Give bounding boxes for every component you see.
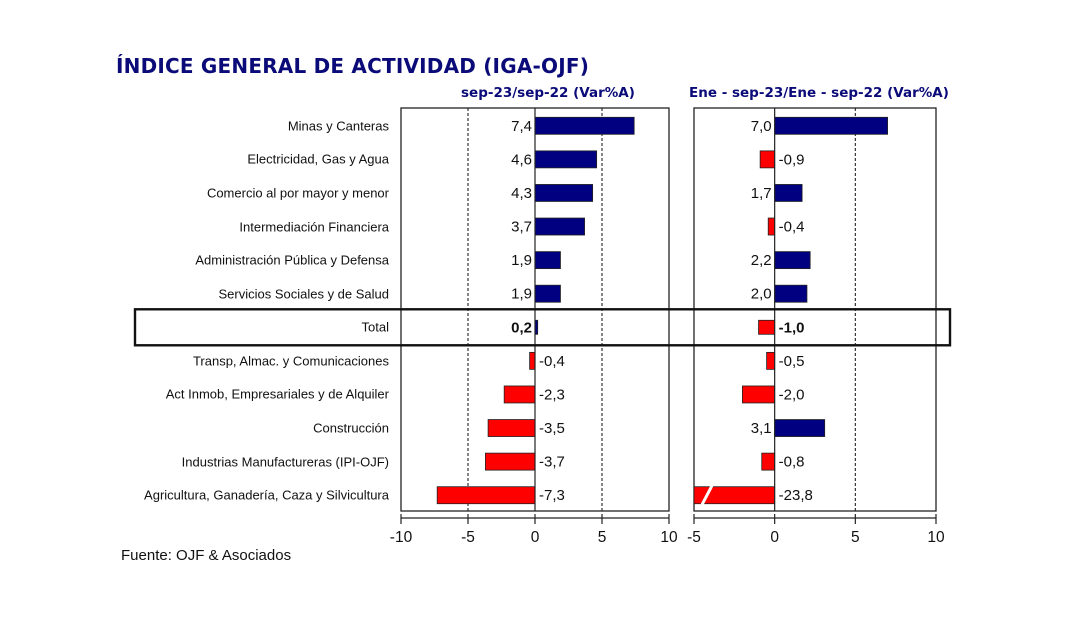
x-tick-label: 0	[531, 529, 540, 546]
chart-title: ÍNDICE GENERAL DE ACTIVIDAD (IGA-OJF)	[116, 54, 590, 78]
x-tick-label: 0	[770, 529, 779, 546]
data-label: 1,9	[511, 286, 532, 303]
bar	[534, 251, 561, 270]
data-label: -0,9	[779, 151, 805, 168]
data-label: -0,4	[779, 219, 805, 236]
bar	[758, 319, 776, 335]
data-label: 4,3	[511, 185, 532, 202]
data-label: -2,3	[539, 386, 565, 403]
data-label: -23,8	[779, 487, 813, 504]
x-tick-label: -5	[687, 529, 701, 546]
category-label: Agricultura, Ganadería, Caza y Silvicult…	[144, 487, 389, 503]
right-chart-subtitle: Ene - sep-23/Ene - sep-22 (Var%A)	[689, 85, 949, 101]
bar	[534, 284, 561, 303]
bar	[534, 150, 598, 169]
data-label: -3,7	[539, 454, 565, 471]
x-tick-label: 5	[851, 529, 860, 546]
data-label: -1,0	[779, 319, 805, 336]
category-label: Total	[361, 319, 389, 335]
bar	[487, 419, 536, 437]
data-label: 4,6	[511, 151, 532, 168]
data-label: 3,7	[511, 219, 532, 236]
total-row-highlight	[133, 308, 952, 347]
data-label: -3,5	[539, 420, 565, 437]
data-label: 2,2	[751, 252, 772, 269]
axis-break-mark	[700, 485, 714, 506]
bar	[767, 217, 776, 236]
x-tick-label: -10	[390, 529, 413, 546]
data-label: 2,0	[751, 286, 772, 303]
category-label: Industrias Manufactureras (IPI-OJF)	[181, 454, 389, 470]
category-label: Comercio al por mayor y menor	[206, 185, 389, 201]
source-note: Fuente: OJF & Asociados	[121, 547, 292, 564]
data-label: -2,0	[779, 386, 805, 403]
bar	[529, 351, 536, 370]
data-label: -0,4	[539, 353, 565, 370]
category-label: Servicios Sociales y de Salud	[218, 286, 389, 302]
category-label: Administración Pública y Defensa	[195, 252, 389, 268]
bar	[774, 251, 811, 270]
bar	[534, 116, 635, 135]
x-tick-label: -5	[461, 529, 475, 546]
bar	[774, 284, 808, 303]
bar	[534, 217, 585, 236]
bar	[742, 385, 776, 404]
bar	[759, 150, 776, 169]
bar	[436, 486, 536, 505]
bar	[761, 452, 776, 471]
data-label: 7,0	[751, 118, 772, 135]
category-label: Minas y Canteras	[287, 118, 389, 134]
category-label: Construcción	[313, 420, 389, 436]
category-label: Transp, Almac. y Comunicaciones	[192, 353, 389, 369]
bar	[503, 385, 536, 404]
bar	[774, 116, 889, 135]
data-label: 1,7	[751, 185, 772, 202]
bar	[774, 184, 803, 202]
bar	[774, 419, 826, 437]
left-chart-subtitle: sep-23/sep-22 (Var%A)	[461, 85, 635, 101]
bar	[485, 452, 536, 471]
x-tick-label: 5	[598, 529, 607, 546]
category-label: Electricidad, Gas y Agua	[247, 151, 389, 167]
data-label: 1,9	[511, 252, 532, 269]
data-label: 0,2	[511, 319, 532, 336]
x-tick-label: 10	[660, 529, 678, 546]
data-label: -0,8	[779, 454, 805, 471]
category-label: Intermediación Financiera	[239, 219, 389, 235]
data-label: -7,3	[539, 487, 565, 504]
data-label: 3,1	[751, 420, 772, 437]
bar	[534, 184, 594, 202]
bar	[766, 351, 776, 370]
category-label: Act Inmob, Empresariales y de Alquiler	[165, 386, 389, 402]
data-label: -0,5	[779, 353, 805, 370]
data-label: 7,4	[511, 118, 532, 135]
x-tick-label: 10	[927, 529, 945, 546]
